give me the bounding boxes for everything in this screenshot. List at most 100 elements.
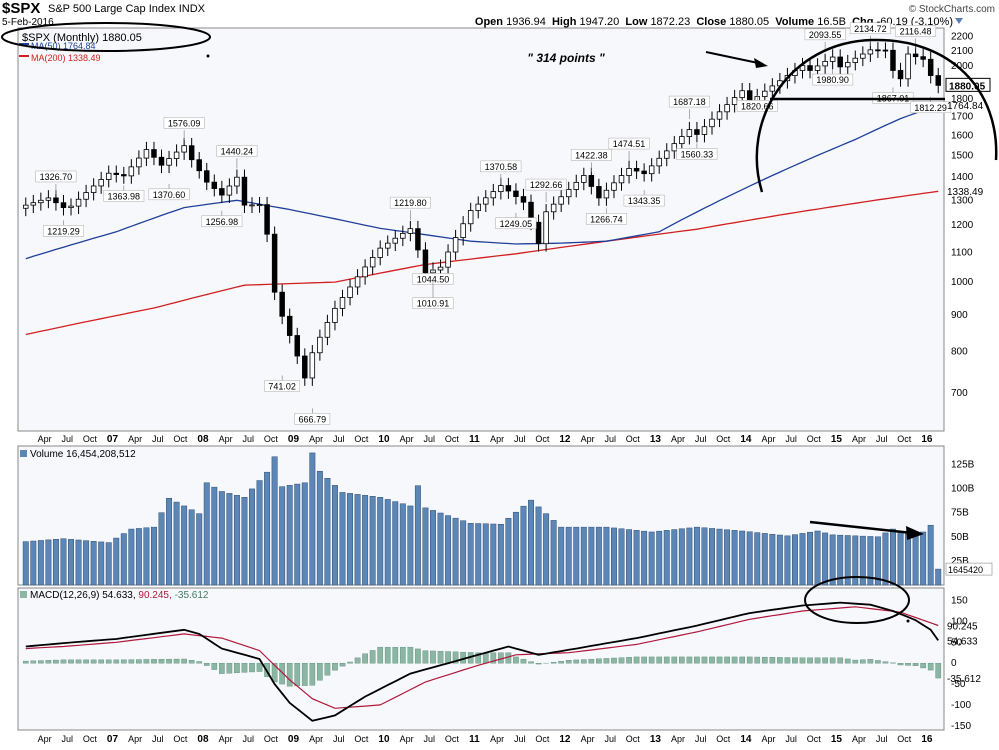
histogram-bar	[784, 657, 791, 664]
volume-bar	[233, 495, 240, 586]
volume-bars	[22, 452, 942, 586]
marker-dot	[206, 54, 210, 58]
volume-bar	[241, 497, 248, 586]
ma50-path	[25, 104, 939, 260]
candle-body	[852, 57, 859, 63]
histogram-bar	[392, 646, 399, 664]
histogram-bar	[626, 657, 632, 664]
pivot-label: 1292.66	[530, 180, 563, 190]
candle-body	[550, 203, 557, 213]
histogram-bar	[158, 659, 165, 664]
histogram-bar	[814, 657, 821, 664]
symbol-title: $SPX	[2, 0, 41, 17]
histogram-bar	[709, 656, 715, 664]
credit-label: © StockCharts.com	[908, 4, 995, 15]
pivot-label: 1219.29	[47, 226, 80, 236]
histogram-bar	[437, 651, 444, 664]
chart-date: 5-Feb-2016	[2, 17, 54, 28]
annotations: " 314 points "	[1, 22, 998, 624]
histogram-bar	[633, 656, 640, 664]
histogram-bar	[256, 662, 263, 672]
histogram-bar	[362, 653, 368, 664]
y-tick-label: 2200	[951, 31, 974, 42]
candle-body	[731, 97, 738, 106]
histogram-bar	[596, 658, 602, 664]
volume-bar	[203, 482, 210, 586]
volume-bar	[22, 541, 29, 586]
candle-body	[739, 90, 745, 98]
candle-body	[686, 129, 693, 137]
histogram-bar	[279, 662, 286, 685]
histogram-bar	[611, 657, 617, 664]
candle-body	[30, 202, 37, 206]
pivot-label: 666.79	[299, 414, 327, 424]
candle-body	[347, 286, 353, 298]
pivot-label-box	[668, 95, 710, 108]
volume-bar	[173, 501, 180, 586]
volume-bar	[603, 526, 610, 586]
pivot-label-box	[849, 22, 891, 35]
histogram-bar	[897, 662, 904, 666]
candle-body	[38, 199, 44, 204]
histogram-bar	[935, 662, 942, 679]
histogram-bar	[98, 659, 105, 664]
histogram-bar	[286, 662, 293, 687]
volume-bar	[249, 488, 255, 586]
volume-bar	[460, 520, 467, 586]
volume-bar	[626, 529, 633, 586]
histogram-bar	[580, 659, 587, 664]
volume-bar	[392, 501, 399, 586]
macd-lines	[25, 601, 939, 722]
x-tick-label: Apr	[762, 434, 776, 444]
histogram-bar	[339, 662, 346, 667]
candle-body	[286, 315, 293, 336]
pivot-label-box	[216, 145, 258, 157]
volume-bar	[331, 485, 338, 586]
volume-bar	[83, 540, 90, 586]
y-tick-label: 1300	[951, 195, 974, 206]
y-tick-label: 1600	[951, 131, 974, 142]
candle-body	[294, 335, 300, 357]
candle-body	[422, 249, 429, 274]
histogram-bar	[920, 662, 926, 669]
histogram-bar	[241, 662, 248, 673]
x-tick-label: Jul	[423, 434, 435, 444]
x-tick-label: 14	[740, 434, 752, 445]
volume-bar	[844, 535, 851, 586]
y-tick-label: -150	[951, 721, 971, 732]
volume-bar	[437, 512, 444, 586]
pivot-label-box	[148, 188, 190, 201]
candle-body	[53, 197, 59, 204]
histogram-bar	[136, 659, 142, 664]
candle-body	[814, 65, 821, 71]
candle-body	[158, 156, 165, 166]
x-tick-label: Jul	[152, 434, 164, 444]
volume-bar	[558, 526, 565, 586]
pivot-label: 1326.70	[40, 172, 73, 182]
histogram-bar	[912, 662, 919, 666]
dropdown-arrow-icon[interactable]	[955, 18, 963, 24]
x-tick-label: Jul	[514, 434, 526, 444]
volume-bar	[497, 524, 504, 586]
histogram-bar	[234, 662, 240, 673]
candle-body	[105, 172, 112, 180]
histogram-bar	[694, 656, 700, 664]
histogram-bar	[844, 658, 851, 664]
pivot-label-box	[294, 413, 331, 425]
histogram-bar	[332, 662, 338, 671]
histogram-bar	[354, 657, 361, 664]
candle-body	[309, 352, 316, 379]
volume-bar	[467, 523, 474, 586]
histogram-bar	[648, 656, 655, 664]
pivot-label-box	[201, 215, 243, 228]
x-tick-label: Jul	[785, 434, 797, 444]
axis-labels: Apr Apr Jul Jul Oct Oct 07 07 Apr Apr Jul Jul Oct Oct…	[38, 31, 993, 745]
candle-body	[701, 126, 708, 135]
candle-body	[603, 189, 610, 199]
ma200-line	[25, 190, 939, 336]
volume-bar	[166, 497, 173, 586]
volume-legend-swatch	[20, 450, 27, 457]
y-tick-label: 50	[951, 637, 963, 648]
x-tick-label: Jul	[604, 734, 616, 744]
volume-bar	[218, 491, 225, 586]
